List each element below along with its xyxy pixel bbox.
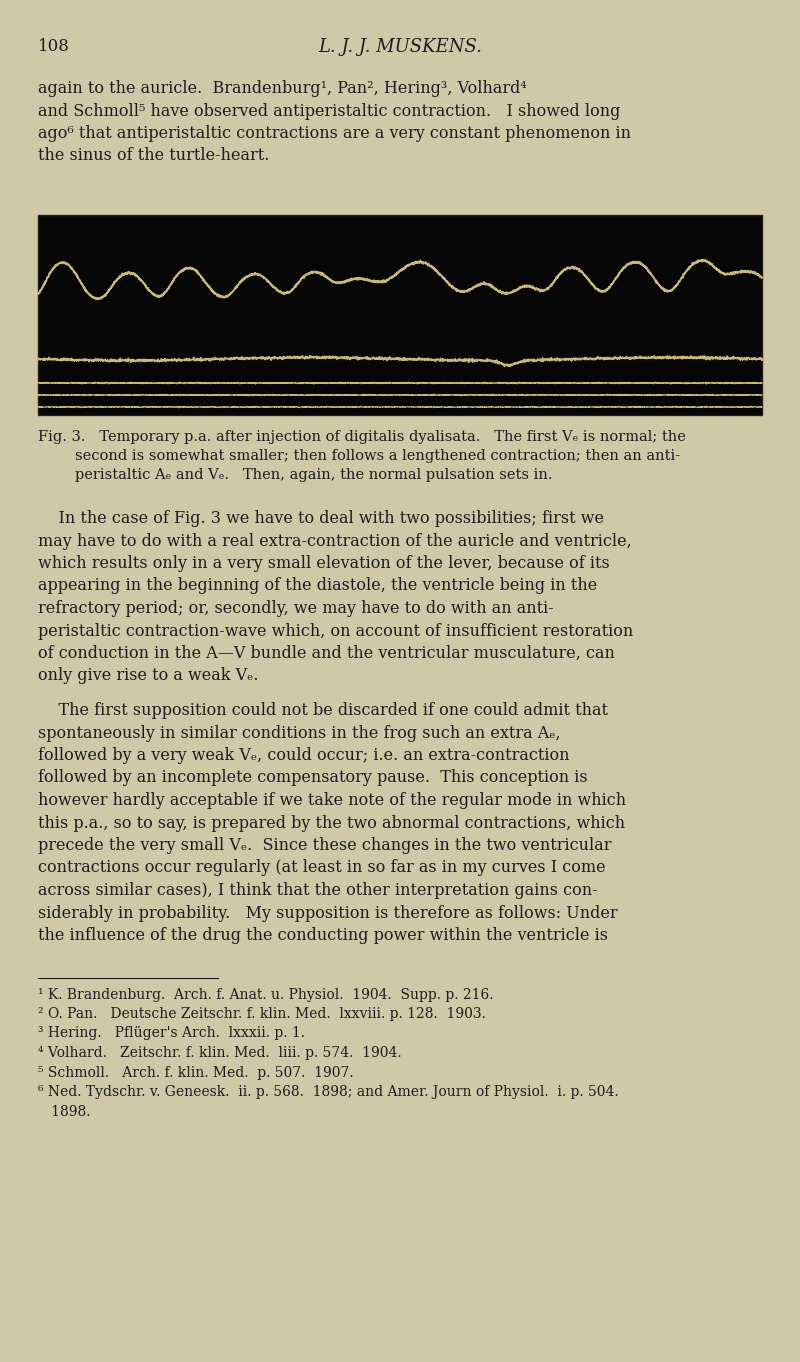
Text: spontaneously in similar conditions in the frog such an extra Aₑ,: spontaneously in similar conditions in t…	[38, 725, 561, 741]
Text: Fig. 3.   Temporary p.a. after injection of digitalis dyalisata.   The first Vₑ : Fig. 3. Temporary p.a. after injection o…	[38, 430, 686, 444]
Text: ⁴ Volhard.   Zeitschr. f. klin. Med.  liii. p. 574.  1904.: ⁴ Volhard. Zeitschr. f. klin. Med. liii.…	[38, 1046, 402, 1060]
Text: 1898.: 1898.	[38, 1105, 90, 1118]
Text: which results only in a very small elevation of the lever, because of its: which results only in a very small eleva…	[38, 554, 610, 572]
Bar	[38, 215, 762, 415]
Text: second is somewhat smaller; then follows a lengthened contraction; then an anti-: second is somewhat smaller; then follows…	[38, 449, 680, 463]
Text: peristaltic contraction-wave which, on account of insufficient restoration: peristaltic contraction-wave which, on a…	[38, 622, 634, 640]
Text: ⁵ Schmoll.   Arch. f. klin. Med.  p. 507.  1907.: ⁵ Schmoll. Arch. f. klin. Med. p. 507. 1…	[38, 1065, 354, 1080]
Text: precede the very small Vₑ.  Since these changes in the two ventricular: precede the very small Vₑ. Since these c…	[38, 838, 611, 854]
Text: 108: 108	[38, 38, 70, 54]
Text: only give rise to a weak Vₑ.: only give rise to a weak Vₑ.	[38, 667, 258, 685]
Text: siderably in probability.   My supposition is therefore as follows: Under: siderably in probability. My supposition…	[38, 904, 618, 922]
Text: In the case of Fig. 3 we have to deal with two possibilities; first we: In the case of Fig. 3 we have to deal wi…	[38, 509, 604, 527]
Text: ¹ K. Brandenburg.  Arch. f. Anat. u. Physiol.  1904.  Supp. p. 216.: ¹ K. Brandenburg. Arch. f. Anat. u. Phys…	[38, 987, 494, 1001]
Text: however hardly acceptable if we take note of the regular mode in which: however hardly acceptable if we take not…	[38, 791, 626, 809]
Text: ⁶ Ned. Tydschr. v. Geneesk.  ii. p. 568.  1898; and Amer. Journ of Physiol.  i. : ⁶ Ned. Tydschr. v. Geneesk. ii. p. 568. …	[38, 1086, 618, 1099]
Text: refractory period; or, secondly, we may have to do with an anti-: refractory period; or, secondly, we may …	[38, 601, 554, 617]
Text: appearing in the beginning of the diastole, the ventricle being in the: appearing in the beginning of the diasto…	[38, 577, 598, 594]
Text: The first supposition could not be discarded if one could admit that: The first supposition could not be disca…	[38, 701, 608, 719]
Text: may have to do with a real extra-contraction of the auricle and ventricle,: may have to do with a real extra-contrac…	[38, 533, 632, 549]
Text: and Schmoll⁵ have observed antiperistaltic contraction.   I showed long: and Schmoll⁵ have observed antiperistalt…	[38, 102, 620, 120]
Text: ³ Hering.   Pflüger's Arch.  lxxxii. p. 1.: ³ Hering. Pflüger's Arch. lxxxii. p. 1.	[38, 1027, 305, 1041]
Text: ² O. Pan.   Deutsche Zeitschr. f. klin. Med.  lxxviii. p. 128.  1903.: ² O. Pan. Deutsche Zeitschr. f. klin. Me…	[38, 1007, 486, 1022]
Text: the sinus of the turtle-heart.: the sinus of the turtle-heart.	[38, 147, 270, 165]
Text: across similar cases), I think that the other interpretation gains con-: across similar cases), I think that the …	[38, 883, 598, 899]
Text: again to the auricle.  Brandenburg¹, Pan², Hering³, Volhard⁴: again to the auricle. Brandenburg¹, Pan²…	[38, 80, 526, 97]
Text: peristaltic Aₑ and Vₑ.   Then, again, the normal pulsation sets in.: peristaltic Aₑ and Vₑ. Then, again, the …	[38, 469, 553, 482]
Text: this p.a., so to say, is prepared by the two abnormal contractions, which: this p.a., so to say, is prepared by the…	[38, 814, 625, 831]
Text: contractions occur regularly (at least in so far as in my curves I come: contractions occur regularly (at least i…	[38, 859, 606, 877]
Text: followed by a very weak Vₑ, could occur; i.e. an extra-contraction: followed by a very weak Vₑ, could occur;…	[38, 746, 570, 764]
Text: L. J. J. MUSKENS.: L. J. J. MUSKENS.	[318, 38, 482, 56]
Text: the influence of the drug the conducting power within the ventricle is: the influence of the drug the conducting…	[38, 928, 608, 944]
Text: ago⁶ that antiperistaltic contractions are a very constant phenomenon in: ago⁶ that antiperistaltic contractions a…	[38, 125, 631, 142]
Text: of conduction in the A—V bundle and the ventricular musculature, can: of conduction in the A—V bundle and the …	[38, 646, 615, 662]
Text: followed by an incomplete compensatory pause.  This conception is: followed by an incomplete compensatory p…	[38, 770, 588, 786]
